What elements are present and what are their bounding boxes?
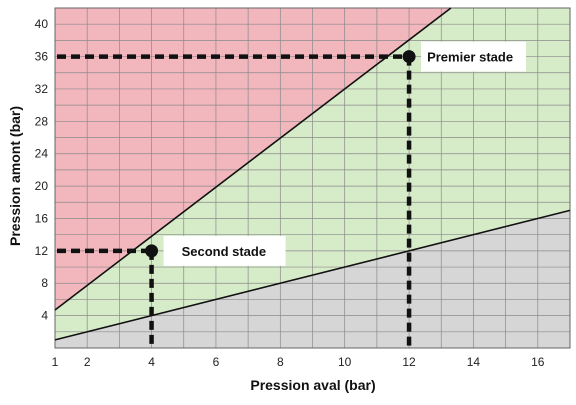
point-label-box: [163, 235, 286, 266]
data-point: [402, 50, 416, 64]
y-tick-label: 24: [35, 147, 49, 161]
y-tick-label: 32: [35, 82, 49, 96]
point-label-box: [421, 41, 527, 72]
x-tick-labels: 1 2 4 6 8 10 12 14 16: [52, 355, 545, 369]
point-labels: Premier stade Second stade: [163, 41, 527, 266]
y-tick-label: 20: [35, 179, 49, 193]
y-tick-label: 4: [41, 309, 48, 323]
point-label: Second stade: [182, 244, 267, 259]
x-tick-label: 8: [277, 355, 284, 369]
x-tick-label: 1: [52, 355, 59, 369]
y-tick-labels: 4 8 12 16 20 24 28 32 36 40: [35, 17, 49, 322]
data-points: [145, 50, 416, 258]
y-tick-label: 36: [35, 50, 49, 64]
x-tick-label: 16: [531, 355, 545, 369]
x-axis-title: Pression aval (bar): [250, 377, 375, 393]
y-tick-label: 40: [35, 17, 49, 31]
data-point: [145, 244, 159, 258]
y-axis-title: Pression amont (bar): [7, 106, 23, 246]
x-tick-label: 10: [338, 355, 352, 369]
x-tick-label: 12: [402, 355, 416, 369]
y-tick-label: 12: [35, 244, 49, 258]
x-tick-label: 6: [213, 355, 220, 369]
point-label: Premier stade: [427, 50, 513, 65]
lower-boundary-line: [54, 209, 571, 341]
x-tick-label: 14: [467, 355, 481, 369]
x-tick-label: 2: [84, 355, 91, 369]
x-tick-label: 4: [148, 355, 155, 369]
guide-lines: [57, 54, 412, 348]
plot-border: [54, 7, 571, 349]
y-tick-label: 16: [35, 211, 49, 225]
y-tick-label: 28: [35, 114, 49, 128]
y-tick-label: 8: [41, 276, 48, 290]
